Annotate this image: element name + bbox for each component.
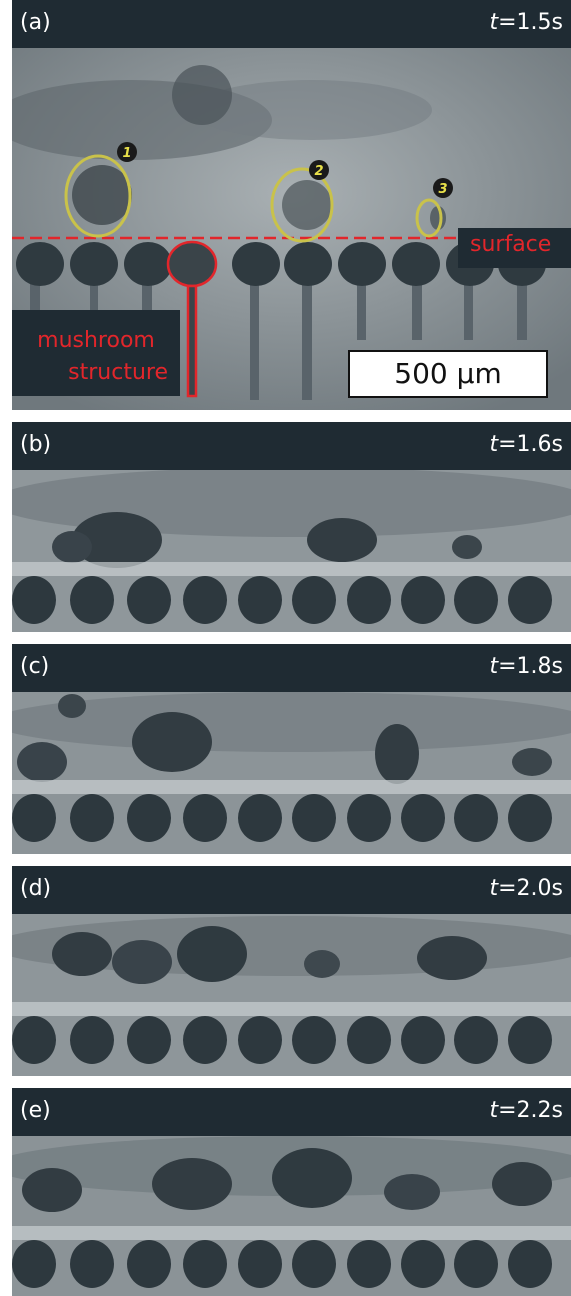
time-label: t=1.8s <box>489 654 563 679</box>
time-label: t=1.5s <box>489 10 563 35</box>
panel-header <box>12 866 571 914</box>
panel-header <box>12 1088 571 1136</box>
mushroom-label-line2: structure <box>68 360 168 385</box>
mushroom-label-box <box>12 310 180 396</box>
bubble-outline-3 <box>415 198 443 238</box>
bubble-outline-2 <box>270 167 334 243</box>
bubble-outline-1 <box>64 154 132 238</box>
time-value: =2.0s <box>498 876 563 901</box>
panel-label: (e) <box>20 1098 51 1123</box>
micrograph-e <box>12 1136 571 1296</box>
time-label: t=2.0s <box>489 876 563 901</box>
surface-label: surface <box>470 232 552 257</box>
panel-d: (d) t=2.0s <box>12 866 571 1076</box>
time-value: =1.6s <box>498 432 563 457</box>
time-variable: t <box>489 432 499 457</box>
panel-label: (b) <box>20 432 52 457</box>
time-label: t=1.6s <box>489 432 563 457</box>
marker-2-text: 2 <box>314 164 323 179</box>
marker-3 <box>433 178 453 198</box>
panel-header <box>12 422 571 470</box>
scale-bar: 500 µm <box>348 350 548 398</box>
time-variable: t <box>489 876 499 901</box>
panel-c: (c) t=1.8s <box>12 644 571 854</box>
mushroom-label-line1: mushroom <box>37 328 155 353</box>
marker-1-text: 1 <box>122 146 131 161</box>
micrograph-b <box>12 467 571 632</box>
micrograph-d <box>12 914 571 1076</box>
panel-label: (d) <box>20 876 52 901</box>
time-value: =1.5s <box>498 10 563 35</box>
panel-a: 1 2 3 (a) t=1.5s surface mushroom struct… <box>12 0 571 410</box>
panel-header <box>12 644 571 692</box>
time-value: =2.2s <box>498 1098 563 1123</box>
panel-b: (b) t=1.6s <box>12 422 571 632</box>
marker-1 <box>117 142 137 162</box>
panel-label: (c) <box>20 654 50 679</box>
time-label: t=2.2s <box>489 1098 563 1123</box>
panel-label: (a) <box>20 10 51 35</box>
time-variable: t <box>489 1098 499 1123</box>
surface-label-box <box>458 228 571 268</box>
time-variable: t <box>489 654 499 679</box>
panel-e: (e) t=2.2s <box>12 1088 571 1296</box>
panel-header <box>12 0 571 48</box>
marker-2 <box>309 160 329 180</box>
time-value: =1.8s <box>498 654 563 679</box>
marker-3-text: 3 <box>438 182 447 197</box>
mushroom-outline <box>166 240 218 398</box>
time-variable: t <box>489 10 499 35</box>
micrograph-c <box>12 692 571 854</box>
